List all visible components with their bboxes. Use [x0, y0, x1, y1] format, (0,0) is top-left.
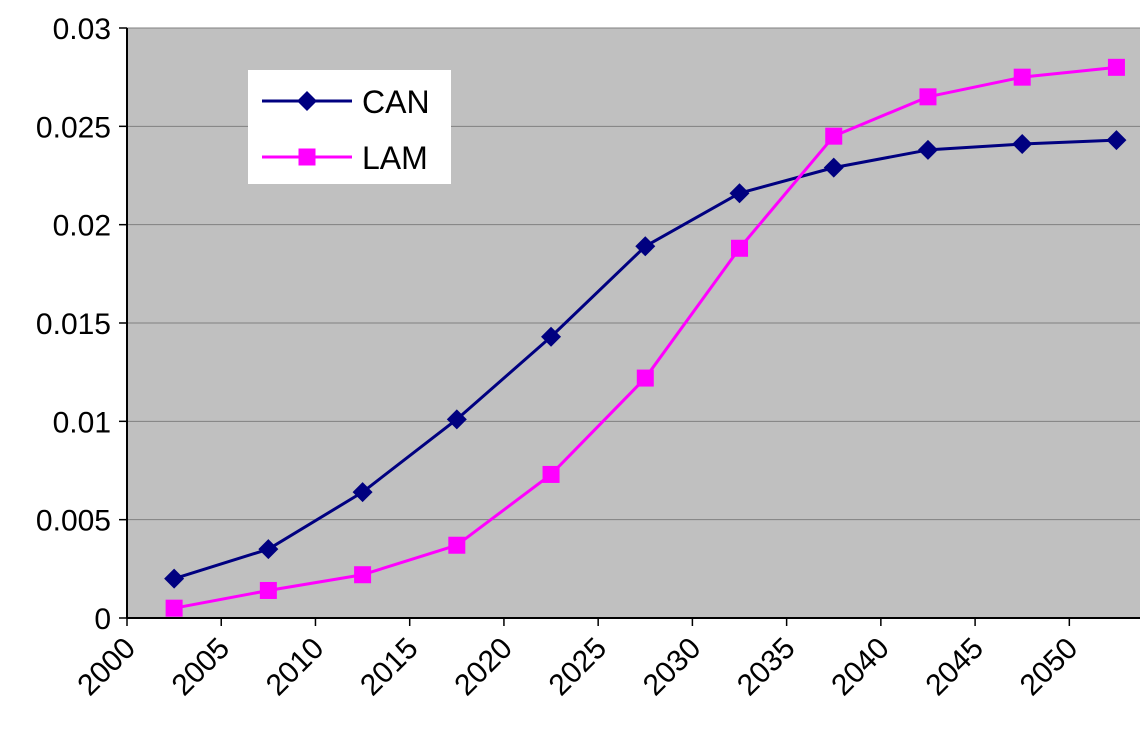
data-point-can [1012, 134, 1033, 155]
x-tick-label: 2020 [448, 632, 519, 703]
data-point-lam [354, 566, 372, 584]
data-point-lam [825, 127, 843, 145]
data-point-lam [636, 369, 654, 387]
x-tick-label: 2045 [920, 632, 991, 703]
legend: CAN LAM [248, 70, 451, 184]
legend-label-lam: LAM [362, 140, 428, 176]
legend-marker-can [297, 91, 317, 111]
y-tick-label: 0.03 [53, 13, 111, 46]
data-point-can [258, 539, 279, 560]
x-tick-label: 2010 [260, 632, 331, 703]
x-tick-label: 2035 [731, 632, 802, 703]
data-point-can [352, 482, 373, 503]
y-tick-label: 0.01 [53, 406, 111, 439]
x-tick-label: 2025 [543, 632, 614, 703]
x-tick-label: 2050 [1014, 632, 1085, 703]
y-tick-label: 0.02 [53, 210, 111, 243]
data-point-lam [165, 599, 183, 617]
legend-label-can: CAN [362, 84, 430, 120]
data-point-can [823, 157, 844, 178]
x-axis-ticks: 2000 2005 2010 2015 2020 2025 2030 2035 2040 2045… [71, 618, 1084, 702]
data-point-can [164, 568, 185, 589]
data-point-lam [448, 536, 466, 554]
data-point-lam [919, 88, 937, 106]
x-tick-label: 2015 [354, 632, 425, 703]
data-point-can [1106, 130, 1127, 151]
legend-marker-lam [298, 148, 316, 166]
data-point-can [917, 139, 938, 160]
data-point-can [446, 409, 467, 430]
data-point-lam [259, 581, 277, 599]
x-tick-label: 2000 [71, 632, 142, 703]
data-point-can [541, 326, 562, 347]
y-tick-label: 0.005 [36, 505, 111, 538]
y-tick-label: 0.025 [36, 111, 111, 144]
y-tick-label: 0.015 [36, 308, 111, 341]
y-tick-label: 0 [94, 603, 111, 636]
data-point-lam [731, 239, 749, 257]
data-point-lam [1107, 58, 1125, 76]
x-tick-label: 2030 [637, 632, 708, 703]
x-tick-label: 2005 [166, 632, 237, 703]
data-point-can [729, 183, 750, 204]
series-layer [164, 58, 1127, 617]
x-tick-label: 2040 [825, 632, 896, 703]
y-axis-ticks: 0 0.005 0.01 0.015 0.02 0.025 0.03 [36, 13, 127, 636]
data-point-can [635, 236, 656, 257]
data-point-lam [542, 465, 560, 483]
legend-box [248, 70, 451, 184]
data-point-lam [1013, 68, 1031, 86]
gridlines [127, 27, 1140, 521]
